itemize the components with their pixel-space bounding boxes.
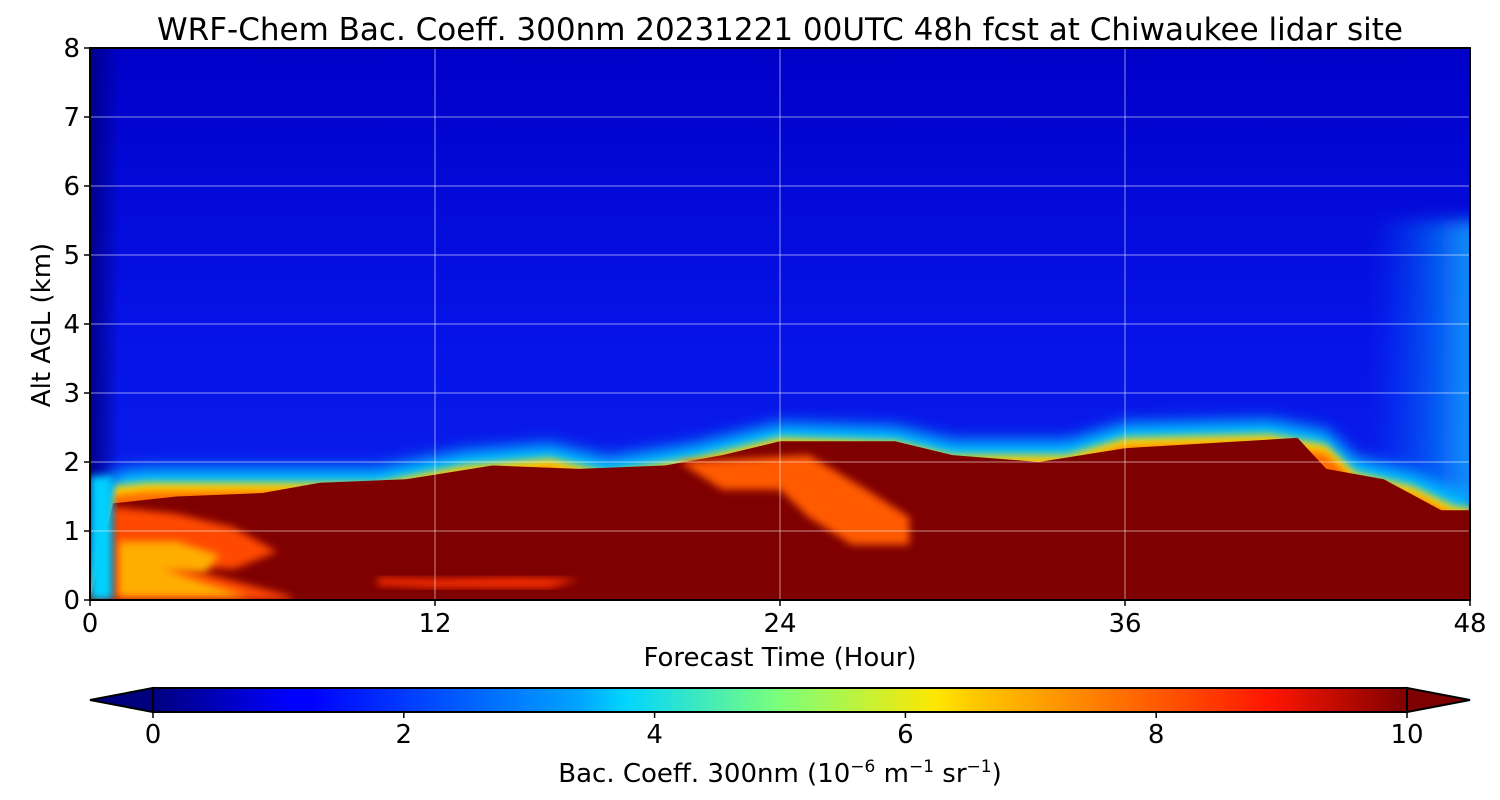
colorbar-tick-label: 10 — [1390, 720, 1423, 750]
x-tick-label: 24 — [763, 609, 796, 639]
y-tick-label: 5 — [63, 241, 80, 271]
y-tick-label: 1 — [63, 517, 80, 547]
colorbar-tick-label: 4 — [646, 720, 663, 750]
chart-title: WRF-Chem Bac. Coeff. 300nm 20231221 00UT… — [157, 12, 1403, 48]
colorbar-ticks: 0 2 4 6 8 10 — [145, 712, 1424, 750]
plot-area — [90, 48, 1470, 600]
x-tick-label: 12 — [418, 609, 451, 639]
y-tick-label: 7 — [63, 103, 80, 133]
y-tick-label: 3 — [63, 379, 80, 409]
y-tick-label: 0 — [63, 586, 80, 616]
x-axis-label: Forecast Time (Hour) — [643, 643, 916, 673]
colorbar-tick-label: 0 — [145, 720, 162, 750]
colorbar-ramp — [152, 687, 1408, 713]
y-tick-label: 8 — [63, 34, 80, 64]
colorbar-extend-left — [89, 686, 154, 714]
x-axis-ticks: 0 12 24 36 48 — [82, 600, 1487, 639]
right-plume — [1369, 220, 1470, 504]
y-axis-ticks: 0 1 2 3 4 5 6 7 8 — [63, 34, 90, 616]
colorbar-tick-label: 8 — [1148, 720, 1165, 750]
colorbar: 0 2 4 6 8 10 Bac. Coeff. 300nm (10−6 m−1 sr−1… — [89, 686, 1471, 789]
colorbar-tick-label: 2 — [396, 720, 413, 750]
y-tick-label: 6 — [63, 172, 80, 202]
y-axis-label: Alt AGL (km) — [27, 243, 57, 407]
surface-cyan-edge — [90, 475, 113, 600]
colorbar-label: Bac. Coeff. 300nm (10−6 m−1 sr−1) — [558, 757, 1001, 789]
y-tick-label: 2 — [63, 448, 80, 478]
colorbar-extend-right — [1406, 686, 1471, 714]
x-tick-label: 48 — [1453, 609, 1486, 639]
mid-orange-tongue — [679, 455, 910, 545]
low-yellow-band — [118, 541, 249, 597]
y-tick-label: 4 — [63, 310, 80, 340]
low-red-streak — [377, 577, 579, 588]
x-tick-label: 36 — [1108, 609, 1141, 639]
colorbar-tick-label: 6 — [897, 720, 914, 750]
x-tick-label: 0 — [82, 609, 99, 639]
